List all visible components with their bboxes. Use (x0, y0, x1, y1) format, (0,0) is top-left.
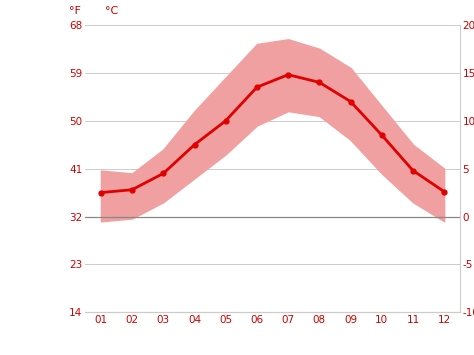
Text: °F: °F (69, 6, 81, 16)
Text: °C: °C (105, 6, 118, 16)
